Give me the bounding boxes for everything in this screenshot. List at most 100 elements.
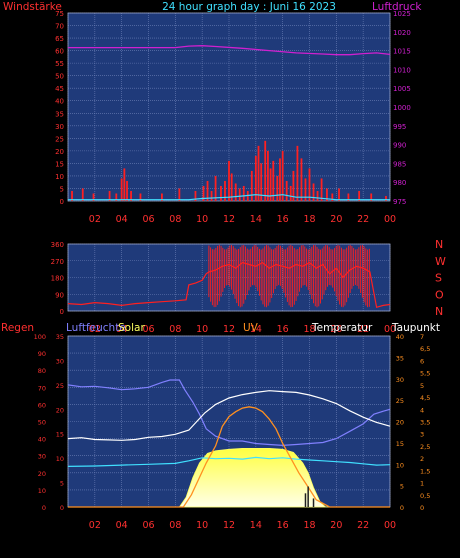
- rain-y-tick-label: 0: [42, 504, 46, 512]
- gust-bar: [272, 160, 275, 201]
- weather-x-tick-label: 22: [357, 520, 369, 531]
- pressure-y-tick-label: 985: [393, 160, 406, 168]
- gust-bar: [126, 180, 128, 201]
- weather-x-tick-label: 10: [196, 520, 208, 531]
- wind-y-tick-label: 10: [55, 173, 64, 181]
- wind-y-tick-label: 60: [55, 48, 64, 56]
- rain-y-tick-label: 50: [38, 419, 46, 427]
- label-taupunkt: Taupunkt: [391, 322, 440, 334]
- gust-bar: [210, 190, 213, 201]
- direction-x-tick-label: 10: [196, 324, 208, 335]
- gust-bar: [296, 145, 299, 201]
- weather-x-tick-label: 02: [89, 520, 101, 531]
- label-luftfeuchte: Luftfeuchte: [66, 322, 126, 334]
- gust-bar: [370, 193, 373, 201]
- gust-bar: [326, 188, 328, 201]
- gust-bar: [267, 150, 269, 201]
- uv-y-tick-label: 5,5: [420, 370, 430, 378]
- wind-y-tick-label: 5: [60, 185, 64, 193]
- wind-x-tick-label: 04: [116, 214, 128, 225]
- wind-y-tick-label: 65: [55, 35, 64, 43]
- wind-x-tick-label: 12: [223, 214, 235, 225]
- rain-y-tick-label: 90: [38, 350, 46, 358]
- uv-y-tick-label: 2,5: [420, 443, 430, 451]
- weather-x-tick-label: 06: [142, 520, 154, 531]
- uv-y-tick-label: 7: [420, 333, 424, 341]
- wind-pressure-panel: 0510152025303540455055606570759759809859…: [55, 10, 411, 225]
- label-solar: Solar: [118, 322, 145, 334]
- uv-y-tick-label: 1,5: [420, 467, 430, 475]
- gust-bar: [308, 168, 311, 201]
- wind-x-tick-label: 02: [89, 214, 101, 225]
- label-windstaerke: Windstärke: [3, 1, 62, 13]
- humidity-y-tick-label: 5: [60, 480, 64, 488]
- gust-bar: [202, 185, 205, 201]
- temperature-y-tick-label: 5: [400, 483, 404, 491]
- mean-wind-line: [68, 194, 390, 201]
- direction-frame: [67, 243, 391, 312]
- temperature-y-tick-label: 0: [400, 504, 404, 512]
- rain-y-tick-label: 30: [38, 453, 46, 461]
- rain-y-tick-label: 60: [38, 401, 46, 409]
- gust-bar: [281, 150, 284, 201]
- uv-y-tick-label: 0,5: [420, 492, 430, 500]
- gust-bar: [316, 190, 319, 201]
- weather-panel: 0102030405060708090100051015202530350510…: [34, 333, 431, 531]
- rain-y-tick-label: 70: [38, 384, 46, 392]
- pressure-y-tick-label: 1010: [393, 66, 411, 74]
- gust-bar: [71, 190, 73, 201]
- pressure-y-tick-label: 975: [393, 198, 406, 206]
- wind-x-tick-label: 06: [142, 214, 154, 225]
- wind-y-tick-label: 15: [55, 160, 64, 168]
- gust-bar: [250, 170, 253, 201]
- weather-x-tick-label: 14: [250, 520, 262, 531]
- temperature-y-tick-label: 35: [396, 354, 404, 362]
- solar-area: [68, 447, 390, 508]
- compass-label: N: [435, 238, 443, 251]
- dewpoint-line: [67, 456, 391, 467]
- gust-bar: [228, 160, 230, 201]
- uv-y-tick-label: 0: [420, 504, 424, 512]
- uv-y-tick-label: 5: [420, 382, 424, 390]
- wind-x-tick-label: 16: [277, 214, 289, 225]
- wind-x-tick-label: 00: [384, 214, 396, 225]
- wind-y-tick-label: 50: [55, 73, 64, 81]
- humidity-y-tick-label: 10: [56, 455, 64, 463]
- gust-bar: [358, 190, 361, 201]
- gust-bar: [260, 163, 263, 201]
- weather-x-tick-label: 18: [303, 520, 315, 531]
- pressure-y-tick-label: 995: [393, 123, 406, 131]
- temperature-y-tick-label: 10: [396, 461, 404, 469]
- label-temperatur: Temperatur: [311, 322, 373, 334]
- weather-x-tick-label: 08: [169, 520, 181, 531]
- gust-bar: [81, 188, 84, 201]
- compass-label: S: [435, 272, 442, 285]
- pressure-y-tick-label: 1000: [393, 104, 411, 112]
- uv-y-tick-label: 4,5: [420, 394, 430, 402]
- wind-y-tick-label: 40: [55, 98, 64, 106]
- wind-y-tick-label: 55: [55, 60, 64, 68]
- direction-y-tick-label: 270: [51, 258, 64, 266]
- gust-bar: [206, 180, 209, 201]
- gust-bar: [276, 175, 279, 201]
- uv-y-tick-label: 2: [420, 455, 424, 463]
- direction-y-tick-label: 180: [51, 275, 64, 283]
- gust-bar: [123, 168, 126, 201]
- uv-y-tick-label: 6: [420, 357, 424, 365]
- direction-x-tick-label: 00: [384, 324, 396, 335]
- gust-bar: [115, 193, 118, 201]
- temperature-y-tick-label: 25: [396, 397, 404, 405]
- compass-label: N: [435, 305, 443, 318]
- uv-y-tick-label: 6,5: [420, 345, 430, 353]
- gust-bar: [178, 188, 181, 201]
- gust-bar: [385, 195, 387, 201]
- humidity-y-tick-label: 30: [56, 357, 64, 365]
- gust-bar: [254, 155, 257, 201]
- wind-y-tick-label: 35: [55, 110, 64, 118]
- humidity-y-tick-label: 0: [60, 504, 64, 512]
- gust-bar: [230, 173, 233, 201]
- gust-bar: [304, 178, 307, 201]
- wind-x-tick-label: 10: [196, 214, 208, 225]
- pressure-y-tick-label: 1005: [393, 85, 411, 93]
